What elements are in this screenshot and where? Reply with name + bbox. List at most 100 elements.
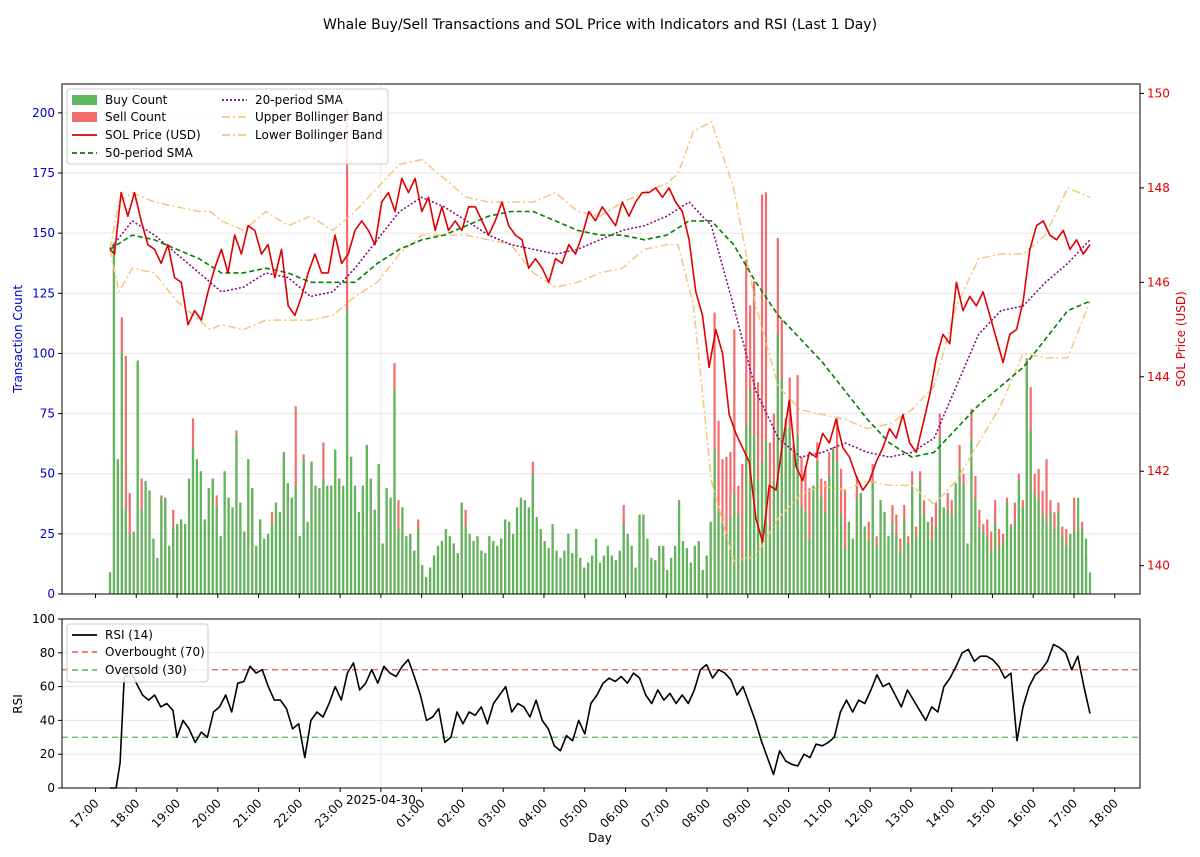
buy-bar xyxy=(1025,360,1028,594)
legend-label: 20-period SMA xyxy=(255,93,344,107)
buy-bar xyxy=(966,543,969,594)
buy-bar xyxy=(571,553,574,594)
buy-bar xyxy=(587,562,590,594)
buy-bar xyxy=(278,512,282,594)
buy-bar xyxy=(851,538,855,594)
buy-bar xyxy=(804,512,807,594)
legend-label: Lower Bollinger Band xyxy=(255,128,383,142)
buy-bar xyxy=(519,497,523,594)
buy-bar xyxy=(780,379,783,594)
y2-tick-label: 148 xyxy=(1147,181,1170,195)
buy-bar xyxy=(176,524,179,594)
buy-bar xyxy=(199,471,202,594)
x-tick-label: 13:00 xyxy=(883,796,917,830)
buy-bar xyxy=(535,517,538,594)
buy-bar xyxy=(760,461,764,594)
buy-bar xyxy=(670,557,673,594)
buy-bar xyxy=(903,519,906,594)
buy-bar xyxy=(1077,497,1080,594)
buy-bar xyxy=(590,555,594,594)
buy-bar xyxy=(306,521,309,594)
buy-bar xyxy=(1084,538,1088,594)
sell-bar xyxy=(764,192,768,595)
price-line xyxy=(109,177,1091,543)
buy-bar xyxy=(172,526,175,594)
buy-bar xyxy=(298,536,301,594)
legend-label: Upper Bollinger Band xyxy=(255,110,383,124)
buy-bar xyxy=(432,555,436,594)
buy-bar xyxy=(187,478,191,594)
buy-bar xyxy=(962,485,965,594)
x-tick-label: 22:00 xyxy=(271,796,305,830)
price-indicator-lines xyxy=(109,121,1091,562)
rsi-tick-label: 80 xyxy=(40,646,55,660)
buy-bar xyxy=(152,538,155,594)
buy-bar xyxy=(950,514,953,594)
sell-bar xyxy=(760,194,764,594)
buy-bar xyxy=(1065,545,1068,594)
buy-bar xyxy=(164,497,167,594)
buy-bar xyxy=(729,517,732,594)
legend-label: Buy Count xyxy=(105,93,168,107)
x-tick-label: 17:00 xyxy=(1046,796,1080,830)
x-tick-label: 07:00 xyxy=(638,796,672,830)
buy-bar xyxy=(1013,521,1017,594)
buy-bar xyxy=(1001,541,1005,594)
buy-bar xyxy=(958,468,961,594)
buy-bar xyxy=(349,456,353,594)
y2-tick-label: 146 xyxy=(1147,275,1170,289)
buy-bar xyxy=(476,536,479,594)
buy-bar xyxy=(377,464,380,594)
buy-bar xyxy=(875,545,878,594)
buy-bar xyxy=(839,514,843,594)
buy-bar xyxy=(768,526,772,594)
buy-bar xyxy=(480,550,483,594)
buy-bar xyxy=(788,428,791,594)
rsi-y-axis: 0 20 40 60 80 100 xyxy=(32,612,62,795)
buy-bar xyxy=(749,389,752,594)
buy-bar xyxy=(808,538,811,594)
buy-bar xyxy=(223,471,226,594)
buy-bar xyxy=(428,567,432,594)
buy-bar xyxy=(523,500,527,594)
buy-bar xyxy=(638,514,641,594)
buy-bar xyxy=(334,449,337,594)
buy-bar xyxy=(1017,480,1020,594)
buy-bar xyxy=(322,478,325,594)
right-axis-label: SOL Price (USD) xyxy=(1174,291,1188,387)
buy-bar xyxy=(338,478,341,594)
y2-tick-label: 150 xyxy=(1147,86,1170,100)
buy-bar xyxy=(1009,526,1013,594)
buy-bar xyxy=(970,440,973,594)
buy-bar xyxy=(721,521,724,594)
x-tick-label: 16:00 xyxy=(1005,796,1039,830)
buy-bar xyxy=(705,555,708,594)
buy-bar xyxy=(345,310,349,594)
buy-bar xyxy=(934,526,937,594)
rsi-tick-label: 100 xyxy=(32,612,55,626)
y-tick-label: 100 xyxy=(32,346,55,360)
buy-bar xyxy=(1061,536,1064,594)
buy-bar xyxy=(156,557,159,594)
y-tick-label: 150 xyxy=(32,226,55,240)
buy-bar xyxy=(772,480,775,594)
buy-bar xyxy=(468,533,471,594)
buy-bar xyxy=(140,509,143,594)
buy-bar xyxy=(918,480,922,594)
rsi-tick-label: 40 xyxy=(40,713,55,727)
buy-bar xyxy=(1057,512,1060,594)
buy-bar xyxy=(385,488,388,594)
left-y-axis: 0 25 50 75 100 125 150 175 200 xyxy=(32,106,62,601)
buy-bar xyxy=(496,545,499,594)
buy-bar xyxy=(1021,507,1024,594)
buy-bar xyxy=(543,541,546,594)
buy-bar xyxy=(211,478,214,594)
right-y-axis: 140 142 144 146 148 150 xyxy=(1140,86,1170,573)
legend-label: RSI (14) xyxy=(105,628,153,642)
top-legend: Buy Count Sell Count SOL Price (USD) 50-per… xyxy=(66,88,389,165)
buy-bar xyxy=(998,548,1001,594)
buy-bar xyxy=(922,514,926,594)
buy-bar xyxy=(361,485,365,594)
buy-bar xyxy=(867,541,870,594)
legend-swatch xyxy=(72,95,97,105)
